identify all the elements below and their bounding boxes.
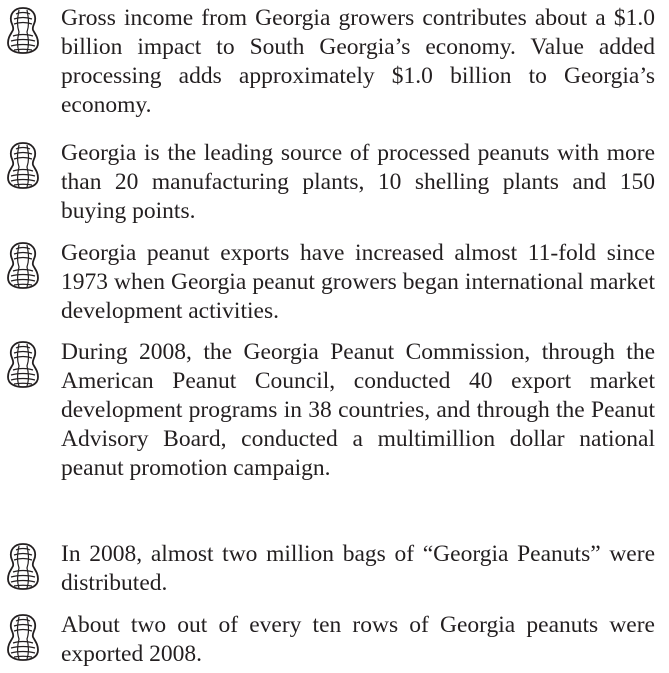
bullet-item: About two out of every ten rows of Georg… bbox=[0, 611, 660, 669]
peanut-icon bbox=[7, 614, 39, 661]
bullet-text: During 2008, the Georgia Peanut Commissi… bbox=[61, 339, 655, 481]
peanut-icon bbox=[7, 142, 39, 189]
bullet-text: About two out of every ten rows of Georg… bbox=[61, 612, 655, 667]
bullet-text: In 2008, almost two million bags of “Geo… bbox=[61, 541, 655, 596]
bullet-item: During 2008, the Georgia Peanut Commissi… bbox=[0, 338, 660, 483]
peanut-icon bbox=[7, 242, 39, 289]
bullet-item: Georgia is the leading source of process… bbox=[0, 139, 660, 226]
bullet-text: Georgia peanut exports have increased al… bbox=[61, 240, 655, 324]
peanut-icon bbox=[7, 341, 39, 388]
bullet-item: Gross income from Georgia growers contri… bbox=[0, 4, 660, 120]
bullet-text: Gross income from Georgia growers contri… bbox=[61, 5, 655, 118]
peanut-icon bbox=[7, 543, 39, 590]
bullet-item: Georgia peanut exports have increased al… bbox=[0, 239, 660, 326]
bullet-text: Georgia is the leading source of process… bbox=[61, 140, 655, 224]
bullet-item: In 2008, almost two million bags of “Geo… bbox=[0, 540, 660, 598]
peanut-icon bbox=[7, 7, 39, 54]
